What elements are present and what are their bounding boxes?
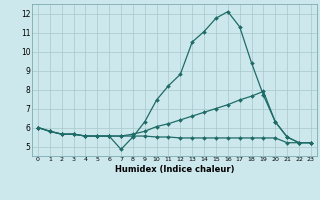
X-axis label: Humidex (Indice chaleur): Humidex (Indice chaleur) xyxy=(115,165,234,174)
